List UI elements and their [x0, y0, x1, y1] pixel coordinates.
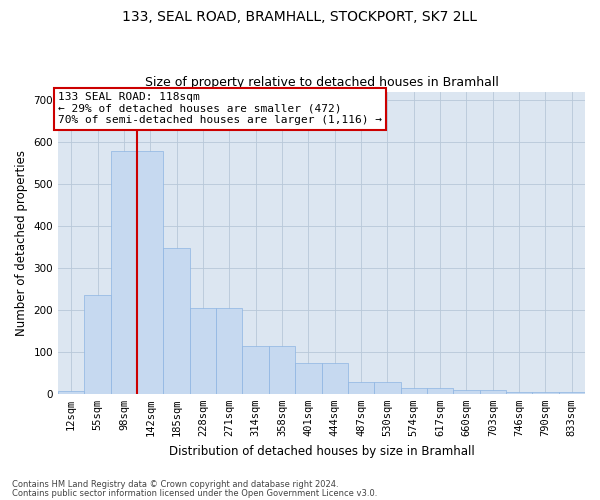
- Bar: [85, 296, 111, 394]
- Bar: [242, 346, 269, 394]
- Y-axis label: Number of detached properties: Number of detached properties: [15, 150, 28, 336]
- Bar: [163, 248, 190, 394]
- Text: Contains public sector information licensed under the Open Government Licence v3: Contains public sector information licen…: [12, 488, 377, 498]
- Bar: [269, 346, 295, 394]
- X-axis label: Distribution of detached houses by size in Bramhall: Distribution of detached houses by size …: [169, 444, 475, 458]
- Bar: [295, 363, 322, 394]
- Bar: [427, 388, 453, 394]
- Bar: [137, 150, 163, 394]
- Text: 133 SEAL ROAD: 118sqm
← 29% of detached houses are smaller (472)
70% of semi-det: 133 SEAL ROAD: 118sqm ← 29% of detached …: [58, 92, 382, 126]
- Bar: [559, 392, 585, 394]
- Bar: [479, 390, 506, 394]
- Bar: [190, 308, 216, 394]
- Bar: [348, 382, 374, 394]
- Bar: [216, 308, 242, 394]
- Text: 133, SEAL ROAD, BRAMHALL, STOCKPORT, SK7 2LL: 133, SEAL ROAD, BRAMHALL, STOCKPORT, SK7…: [122, 10, 478, 24]
- Bar: [532, 392, 559, 394]
- Title: Size of property relative to detached houses in Bramhall: Size of property relative to detached ho…: [145, 76, 499, 90]
- Bar: [374, 382, 401, 394]
- Bar: [453, 390, 479, 394]
- Bar: [401, 388, 427, 394]
- Bar: [322, 363, 348, 394]
- Bar: [506, 392, 532, 394]
- Text: Contains HM Land Registry data © Crown copyright and database right 2024.: Contains HM Land Registry data © Crown c…: [12, 480, 338, 489]
- Bar: [111, 150, 137, 394]
- Bar: [58, 391, 85, 394]
